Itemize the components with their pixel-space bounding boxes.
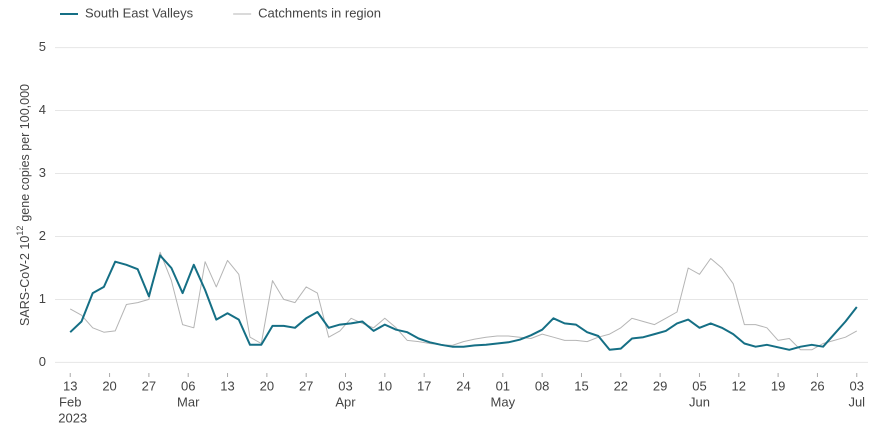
x-tick-label: 24 xyxy=(456,378,470,393)
legend-label: South East Valleys xyxy=(85,5,194,20)
x-tick-label: Apr xyxy=(335,394,356,409)
x-tick-label: Jul xyxy=(848,394,865,409)
series-line xyxy=(69,251,858,351)
x-tick-label: 10 xyxy=(378,378,392,393)
x-tick-label: 26 xyxy=(810,378,824,393)
x-tick-label: May xyxy=(491,394,516,409)
x-tick-label: 29 xyxy=(653,378,667,393)
x-tick-label: 22 xyxy=(614,378,628,393)
x-tick-label: 27 xyxy=(299,378,313,393)
x-tick-label: 03 xyxy=(338,378,352,393)
y-tick-label: 2 xyxy=(39,228,46,243)
y-tick-label: 4 xyxy=(39,102,46,117)
y-tick-label: 5 xyxy=(39,39,46,54)
x-tick-label: 03 xyxy=(850,378,864,393)
x-tick-label: 12 xyxy=(732,378,746,393)
legend-label: Catchments in region xyxy=(258,5,381,20)
x-tick-label: Feb xyxy=(59,394,81,409)
x-tick-label: 05 xyxy=(692,378,706,393)
y-label-suffix: gene copies per 100,000 xyxy=(18,84,32,222)
x-tick-label: 08 xyxy=(535,378,549,393)
x-tick-label: 06 xyxy=(181,378,195,393)
y-label-sup: 12 xyxy=(15,226,25,236)
x-tick-label: Mar xyxy=(177,394,200,409)
y-label-prefix: SARS-CoV-2 10 xyxy=(18,236,32,326)
y-tick-label: 1 xyxy=(39,291,46,306)
x-tick-label: 15 xyxy=(574,378,588,393)
x-tick-label: 27 xyxy=(142,378,156,393)
x-tick-label: Jun xyxy=(689,394,710,409)
x-tick-label: 19 xyxy=(771,378,785,393)
y-tick-label: 0 xyxy=(39,354,46,369)
y-axis-label: SARS-CoV-2 1012 gene copies per 100,000 xyxy=(15,84,32,326)
x-tick-label: 20 xyxy=(102,378,116,393)
y-tick-label: 3 xyxy=(39,165,46,180)
x-tick-label: 20 xyxy=(260,378,274,393)
x-tick-label: 17 xyxy=(417,378,431,393)
x-tick-label: 13 xyxy=(220,378,234,393)
series-line xyxy=(69,254,858,351)
x-tick-label: 01 xyxy=(496,378,510,393)
x-tick-label: 13 xyxy=(63,378,77,393)
x-tick-label: 2023 xyxy=(58,410,87,424)
